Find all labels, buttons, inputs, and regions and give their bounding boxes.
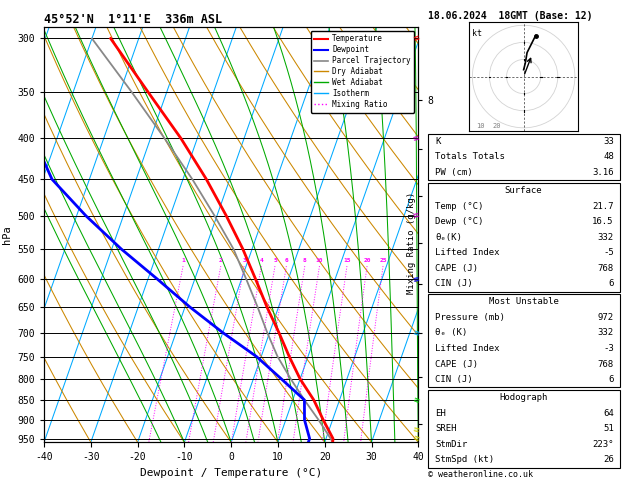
Text: ≡: ≡ xyxy=(412,433,421,444)
Text: 3: 3 xyxy=(242,258,246,263)
Text: SREH: SREH xyxy=(435,424,457,433)
FancyBboxPatch shape xyxy=(428,294,620,387)
Text: 332: 332 xyxy=(598,329,614,337)
Text: Hodograph: Hodograph xyxy=(499,393,548,402)
Text: -3: -3 xyxy=(603,344,614,353)
Text: 16.5: 16.5 xyxy=(593,217,614,226)
Text: 4: 4 xyxy=(259,258,263,263)
Text: Totals Totals: Totals Totals xyxy=(435,153,505,161)
Text: 20: 20 xyxy=(493,123,501,129)
Text: θₑ (K): θₑ (K) xyxy=(435,329,467,337)
Text: CAPE (J): CAPE (J) xyxy=(435,264,479,273)
Text: 20: 20 xyxy=(364,258,371,263)
Text: 223°: 223° xyxy=(593,440,614,449)
Text: 10: 10 xyxy=(316,258,323,263)
Text: 8: 8 xyxy=(303,258,307,263)
Text: Temp (°C): Temp (°C) xyxy=(435,202,484,210)
Text: Pressure (mb): Pressure (mb) xyxy=(435,313,505,322)
Text: 26: 26 xyxy=(603,455,614,464)
Text: Surface: Surface xyxy=(505,186,542,195)
Text: K: K xyxy=(435,137,441,146)
Text: -5: -5 xyxy=(603,248,614,257)
Text: 10: 10 xyxy=(476,123,484,129)
Text: 972: 972 xyxy=(598,313,614,322)
Text: CIN (J): CIN (J) xyxy=(435,279,473,288)
Text: 768: 768 xyxy=(598,264,614,273)
Text: ≡: ≡ xyxy=(413,274,420,285)
Text: CIN (J): CIN (J) xyxy=(435,375,473,384)
Text: PW (cm): PW (cm) xyxy=(435,168,473,177)
Text: 48: 48 xyxy=(603,153,614,161)
Text: ≡: ≡ xyxy=(412,394,421,406)
Text: 2: 2 xyxy=(219,258,223,263)
Y-axis label: km
ASL: km ASL xyxy=(459,213,476,235)
Text: 6: 6 xyxy=(608,279,614,288)
Text: 332: 332 xyxy=(598,233,614,242)
Text: 25: 25 xyxy=(379,258,387,263)
Text: kt: kt xyxy=(472,29,482,38)
Text: ≡: ≡ xyxy=(413,210,420,222)
FancyBboxPatch shape xyxy=(428,390,620,468)
Y-axis label: hPa: hPa xyxy=(2,225,12,244)
Text: 51: 51 xyxy=(603,424,614,433)
Text: CAPE (J): CAPE (J) xyxy=(435,360,479,368)
X-axis label: Dewpoint / Temperature (°C): Dewpoint / Temperature (°C) xyxy=(140,468,322,478)
Text: ≡: ≡ xyxy=(412,33,421,44)
Text: ≡: ≡ xyxy=(413,133,420,144)
Text: 3.16: 3.16 xyxy=(593,168,614,177)
Legend: Temperature, Dewpoint, Parcel Trajectory, Dry Adiabat, Wet Adiabat, Isotherm, Mi: Temperature, Dewpoint, Parcel Trajectory… xyxy=(311,31,415,113)
Text: 15: 15 xyxy=(343,258,351,263)
Text: Dewp (°C): Dewp (°C) xyxy=(435,217,484,226)
Text: Most Unstable: Most Unstable xyxy=(489,297,559,306)
Text: 768: 768 xyxy=(598,360,614,368)
Text: 6: 6 xyxy=(608,375,614,384)
Text: Mixing Ratio (g/kg): Mixing Ratio (g/kg) xyxy=(408,192,416,294)
Text: Lifted Index: Lifted Index xyxy=(435,248,500,257)
Text: 18.06.2024  18GMT (Base: 12): 18.06.2024 18GMT (Base: 12) xyxy=(428,11,593,21)
Text: Lifted Index: Lifted Index xyxy=(435,344,500,353)
Text: StmSpd (kt): StmSpd (kt) xyxy=(435,455,494,464)
Text: 33: 33 xyxy=(603,137,614,146)
Text: © weatheronline.co.uk: © weatheronline.co.uk xyxy=(428,470,533,479)
Text: 1: 1 xyxy=(181,258,185,263)
Text: ≡: ≡ xyxy=(412,327,421,338)
Text: 45°52'N  1°11'E  336m ASL: 45°52'N 1°11'E 336m ASL xyxy=(44,13,222,26)
Text: ≡: ≡ xyxy=(413,424,420,435)
FancyBboxPatch shape xyxy=(428,134,620,180)
Text: θₑ(K): θₑ(K) xyxy=(435,233,462,242)
FancyBboxPatch shape xyxy=(428,183,620,292)
Text: StmDir: StmDir xyxy=(435,440,467,449)
Text: 6: 6 xyxy=(284,258,288,263)
Text: EH: EH xyxy=(435,409,446,417)
Text: 64: 64 xyxy=(603,409,614,417)
Text: 21.7: 21.7 xyxy=(593,202,614,210)
Text: 5: 5 xyxy=(273,258,277,263)
